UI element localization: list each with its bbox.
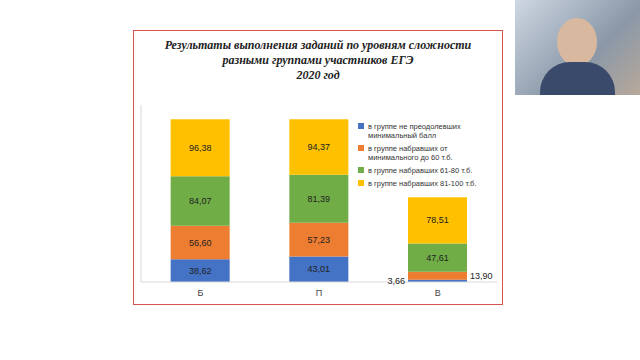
svg-text:13,90: 13,90 (470, 271, 493, 281)
svg-text:57,23: 57,23 (308, 235, 331, 245)
svg-text:78,51: 78,51 (426, 215, 449, 225)
html-text:в группе набравших 61-80 т.б.: в группе набравших 61-80 т.б. (368, 166, 473, 175)
html-text:в группе набравших 81-100 т.б.: в группе набравших 81-100 т.б. (368, 179, 477, 188)
html-text:2020 год: 2020 год (296, 68, 340, 82)
svg-text:94,37: 94,37 (308, 142, 331, 152)
svg-text:В: В (435, 288, 441, 298)
svg-text:П: П (316, 288, 322, 298)
html-text:Результаты выполнения заданий: Результаты выполнения заданий по уровням… (164, 38, 472, 52)
html-text:разными группами участников ЕГ: разными группами участников ЕГЭ (222, 53, 414, 67)
svg-text:38,62: 38,62 (189, 266, 212, 276)
svg-text:47,61: 47,61 (426, 253, 449, 263)
svg-text:56,60: 56,60 (189, 238, 212, 248)
svg-text:84,07: 84,07 (189, 196, 212, 206)
html-text:в группе набравших от минималь: в группе набравших от минимального до 60… (368, 144, 453, 162)
svg-text:Б: Б (197, 288, 203, 298)
svg-text:81,39: 81,39 (308, 194, 331, 204)
html-text:в группе не преодолевших миним: в группе не преодолевших минимальный бал… (368, 122, 461, 140)
svg-text:96,38: 96,38 (189, 143, 212, 153)
svg-text:3,66: 3,66 (387, 276, 405, 286)
svg-text:43,01: 43,01 (308, 264, 331, 274)
